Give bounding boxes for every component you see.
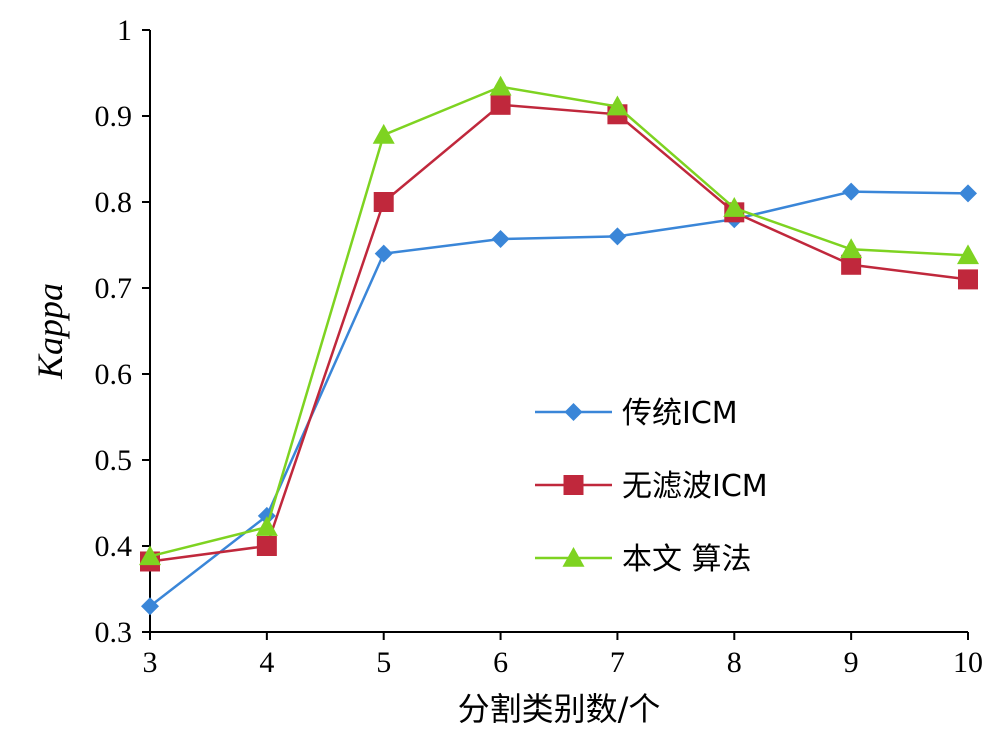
data-point <box>373 192 394 212</box>
y-tick-label: 0.6 <box>95 358 133 391</box>
series-line <box>149 103 969 563</box>
data-point <box>490 94 511 115</box>
legend-marker <box>564 403 583 421</box>
legend-label: 无滤波ICM <box>622 469 768 504</box>
legend-item: 传统ICM <box>535 396 738 431</box>
legend-item: 无滤波ICM <box>535 469 768 504</box>
axes: 0.3 0.4 0.5 0.6 0.7 0.8 0.9 1 3 4 5 6 7 8 9 10 <box>95 14 984 679</box>
y-tick-label: 0.3 <box>95 616 133 649</box>
data-point <box>489 75 512 96</box>
y-tick-label: 0.4 <box>95 530 133 563</box>
data-point <box>257 506 276 525</box>
data-point <box>141 597 159 616</box>
series-1 <box>141 182 977 616</box>
legend-marker <box>563 475 584 495</box>
data-point <box>957 244 979 265</box>
data-point <box>374 244 393 263</box>
legend: 传统ICM 无滤波ICM 本文 算法 <box>535 396 768 577</box>
data-point <box>608 227 627 246</box>
y-tick-label: 1 <box>117 14 132 47</box>
data-point <box>491 229 510 248</box>
y-axis-label: Kappa <box>30 283 70 380</box>
data-point <box>255 516 278 536</box>
data-point <box>958 269 978 290</box>
data-point <box>840 238 863 259</box>
legend-item: 本文 算法 <box>535 542 752 577</box>
x-tick-label: 8 <box>727 646 742 679</box>
y-tick-label: 0.5 <box>95 444 133 477</box>
data-point <box>842 182 861 201</box>
legend-label: 传统ICM <box>622 396 738 431</box>
data-point <box>372 123 395 144</box>
x-tick-label: 6 <box>493 646 508 679</box>
series-line <box>149 190 969 608</box>
x-tick-label: 10 <box>953 646 983 679</box>
x-axis-label: 分割类别数/个 <box>458 690 661 728</box>
x-tick-label: 5 <box>376 646 391 679</box>
data-point <box>139 545 161 566</box>
y-tick-label: 0.7 <box>95 272 133 305</box>
x-tick-label: 7 <box>610 646 625 679</box>
series-line <box>149 85 969 558</box>
data-point <box>723 197 746 217</box>
data-point <box>959 184 977 203</box>
y-tick-label: 0.9 <box>95 100 133 133</box>
series-3 <box>139 75 979 566</box>
x-tick-label: 3 <box>143 646 158 679</box>
legend-label: 本文 算法 <box>622 542 752 577</box>
data-point <box>841 254 862 275</box>
x-tick-label: 4 <box>259 646 274 679</box>
series-layer <box>139 75 979 616</box>
data-point <box>256 536 277 556</box>
legend-marker <box>562 547 585 567</box>
data-point <box>606 95 629 116</box>
series-2 <box>140 94 978 572</box>
x-tick-label: 9 <box>844 646 859 679</box>
y-tick-label: 0.8 <box>95 186 133 219</box>
